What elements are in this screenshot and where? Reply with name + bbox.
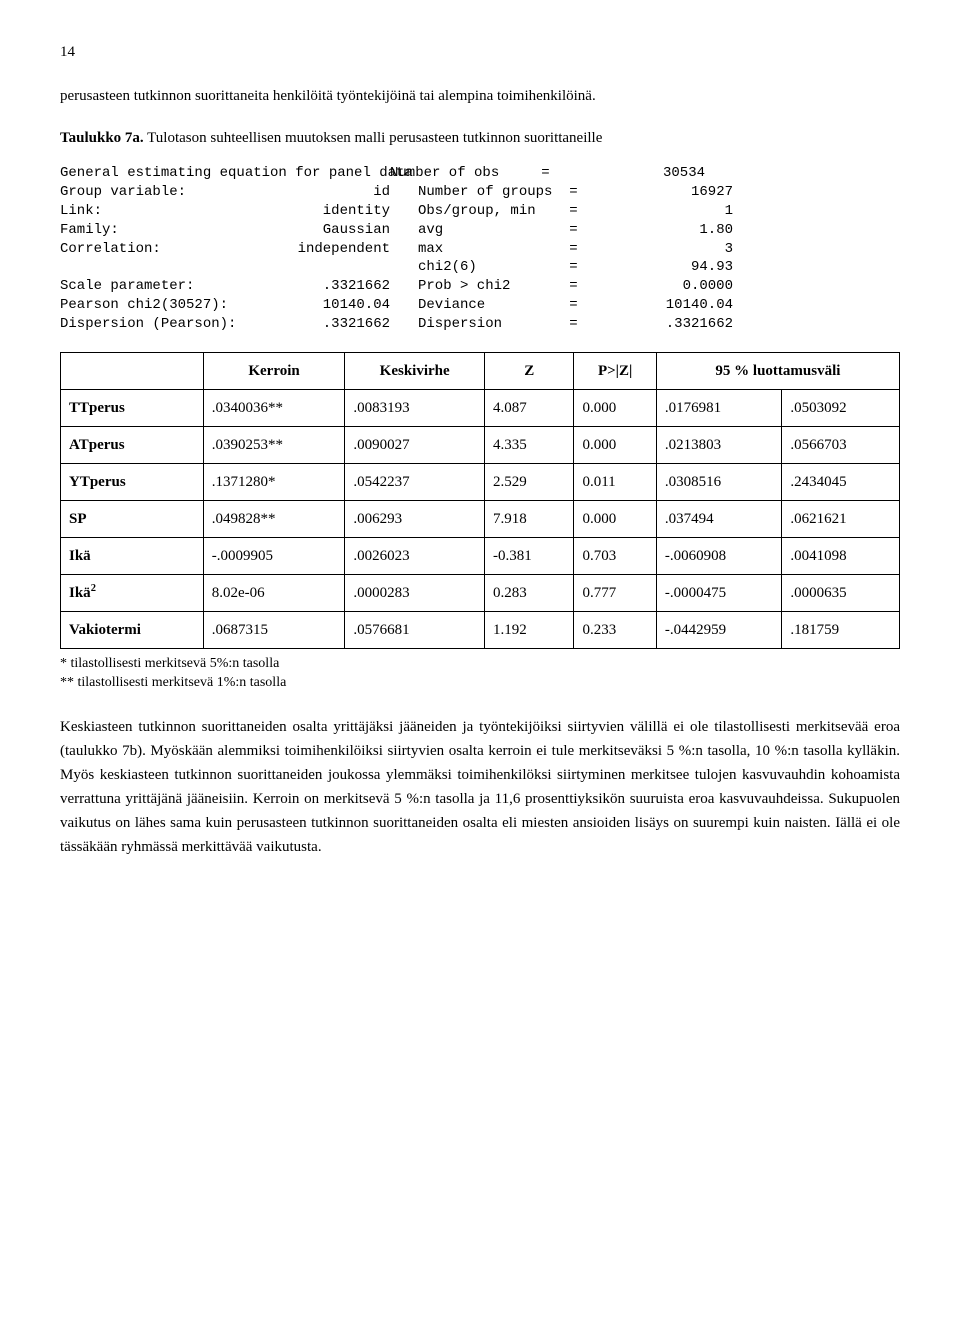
table-cell: .0213803 bbox=[656, 427, 782, 464]
table-cell: .0083193 bbox=[345, 390, 485, 427]
table-cell: .0176981 bbox=[656, 390, 782, 427]
table-cell: 0.233 bbox=[574, 612, 656, 649]
table-cell: .0000635 bbox=[782, 575, 900, 612]
table-cell: .0542237 bbox=[345, 464, 485, 501]
table-cell: 0.000 bbox=[574, 427, 656, 464]
table-row: Vakiotermi.0687315.05766811.1920.233-.04… bbox=[61, 612, 900, 649]
footnote-5pct: * tilastollisesti merkitsevä 5%:n tasoll… bbox=[60, 655, 900, 674]
table-caption-text: Tulotason suhteellisen muutoksen malli p… bbox=[147, 130, 602, 146]
table-cell: .0026023 bbox=[345, 538, 485, 575]
page-number: 14 bbox=[60, 40, 900, 64]
table-cell: TTperus bbox=[61, 390, 204, 427]
model-summary-row: Dispersion (Pearson):.3321662Dispersion … bbox=[60, 315, 900, 334]
table-cell: 2.529 bbox=[484, 464, 573, 501]
table-cell: .0390253** bbox=[203, 427, 345, 464]
model-summary-row: Scale parameter:.3321662Prob > chi2 =0.0… bbox=[60, 277, 900, 296]
model-summary-row: chi2(6) =94.93 bbox=[60, 258, 900, 277]
table-cell: .0621621 bbox=[782, 501, 900, 538]
table-row: Ikä28.02e-06.00002830.2830.777-.0000475.… bbox=[61, 575, 900, 612]
table-cell: .049828** bbox=[203, 501, 345, 538]
table-cell: .1371280* bbox=[203, 464, 345, 501]
table-cell: ATperus bbox=[61, 427, 204, 464]
table-cell: 0.283 bbox=[484, 575, 573, 612]
table-row: Ikä-.0009905.0026023-0.3810.703-.0060908… bbox=[61, 538, 900, 575]
table-cell: -.0009905 bbox=[203, 538, 345, 575]
table-cell: .0566703 bbox=[782, 427, 900, 464]
table-row: TTperus.0340036**.00831934.0870.000.0176… bbox=[61, 390, 900, 427]
regression-table: KerroinKeskivirheZP>|Z|95 % luottamusväl… bbox=[60, 352, 900, 649]
table-cell: -.0060908 bbox=[656, 538, 782, 575]
table-cell: -0.381 bbox=[484, 538, 573, 575]
table-cell: .2434045 bbox=[782, 464, 900, 501]
table-cell: .0090027 bbox=[345, 427, 485, 464]
table-caption: Taulukko 7a. Tulotason suhteellisen muut… bbox=[60, 126, 900, 150]
footnote-1pct: ** tilastollisesti merkitsevä 1%:n tasol… bbox=[60, 674, 900, 693]
table-cell: Vakiotermi bbox=[61, 612, 204, 649]
footnotes: * tilastollisesti merkitsevä 5%:n tasoll… bbox=[60, 655, 900, 693]
table-cell: 4.335 bbox=[484, 427, 573, 464]
table-cell: 8.02e-06 bbox=[203, 575, 345, 612]
table-cell: .0503092 bbox=[782, 390, 900, 427]
table-cell: .0308516 bbox=[656, 464, 782, 501]
table-header: Kerroin bbox=[203, 353, 345, 390]
table-row: YTperus.1371280*.05422372.5290.011.03085… bbox=[61, 464, 900, 501]
table-cell: 0.000 bbox=[574, 501, 656, 538]
intro-paragraph: perusasteen tutkinnon suorittaneita henk… bbox=[60, 84, 900, 108]
table-cell: 0.703 bbox=[574, 538, 656, 575]
table-cell: .037494 bbox=[656, 501, 782, 538]
table-cell: -.0000475 bbox=[656, 575, 782, 612]
table-header: Z bbox=[484, 353, 573, 390]
model-summary-row: Pearson chi2(30527):10140.04Deviance =10… bbox=[60, 296, 900, 315]
table-cell: .0340036** bbox=[203, 390, 345, 427]
table-row: ATperus.0390253**.00900274.3350.000.0213… bbox=[61, 427, 900, 464]
model-summary-row: Family:Gaussianavg =1.80 bbox=[60, 221, 900, 240]
table-cell: Ikä bbox=[61, 538, 204, 575]
table-cell: .0687315 bbox=[203, 612, 345, 649]
table-cell: .0000283 bbox=[345, 575, 485, 612]
table-header bbox=[61, 353, 204, 390]
table-cell: .181759 bbox=[782, 612, 900, 649]
table-header: 95 % luottamusväli bbox=[656, 353, 899, 390]
table-cell: .0576681 bbox=[345, 612, 485, 649]
body-paragraph: Keskiasteen tutkinnon suorittaneiden osa… bbox=[60, 715, 900, 859]
model-summary-row: Group variable:idNumber of groups =16927 bbox=[60, 183, 900, 202]
table-cell: 1.192 bbox=[484, 612, 573, 649]
table-cell: 0.777 bbox=[574, 575, 656, 612]
table-header: P>|Z| bbox=[574, 353, 656, 390]
table-cell: .0041098 bbox=[782, 538, 900, 575]
table-cell: -.0442959 bbox=[656, 612, 782, 649]
table-header: Keskivirhe bbox=[345, 353, 485, 390]
model-summary-row: Link:identityObs/group, min =1 bbox=[60, 202, 900, 221]
table-cell: .006293 bbox=[345, 501, 485, 538]
table-cell: 7.918 bbox=[484, 501, 573, 538]
table-cell: Ikä2 bbox=[61, 575, 204, 612]
model-summary-row: Correlation:independentmax =3 bbox=[60, 240, 900, 259]
model-summary-row: General estimating equation for panel da… bbox=[60, 164, 900, 183]
table-cell: 0.011 bbox=[574, 464, 656, 501]
table-row: SP.049828**.0062937.9180.000.037494.0621… bbox=[61, 501, 900, 538]
table-cell: SP bbox=[61, 501, 204, 538]
table-caption-label: Taulukko 7a. bbox=[60, 130, 144, 146]
table-cell: 0.000 bbox=[574, 390, 656, 427]
table-cell: 4.087 bbox=[484, 390, 573, 427]
model-summary-block: General estimating equation for panel da… bbox=[60, 164, 900, 334]
table-cell: YTperus bbox=[61, 464, 204, 501]
